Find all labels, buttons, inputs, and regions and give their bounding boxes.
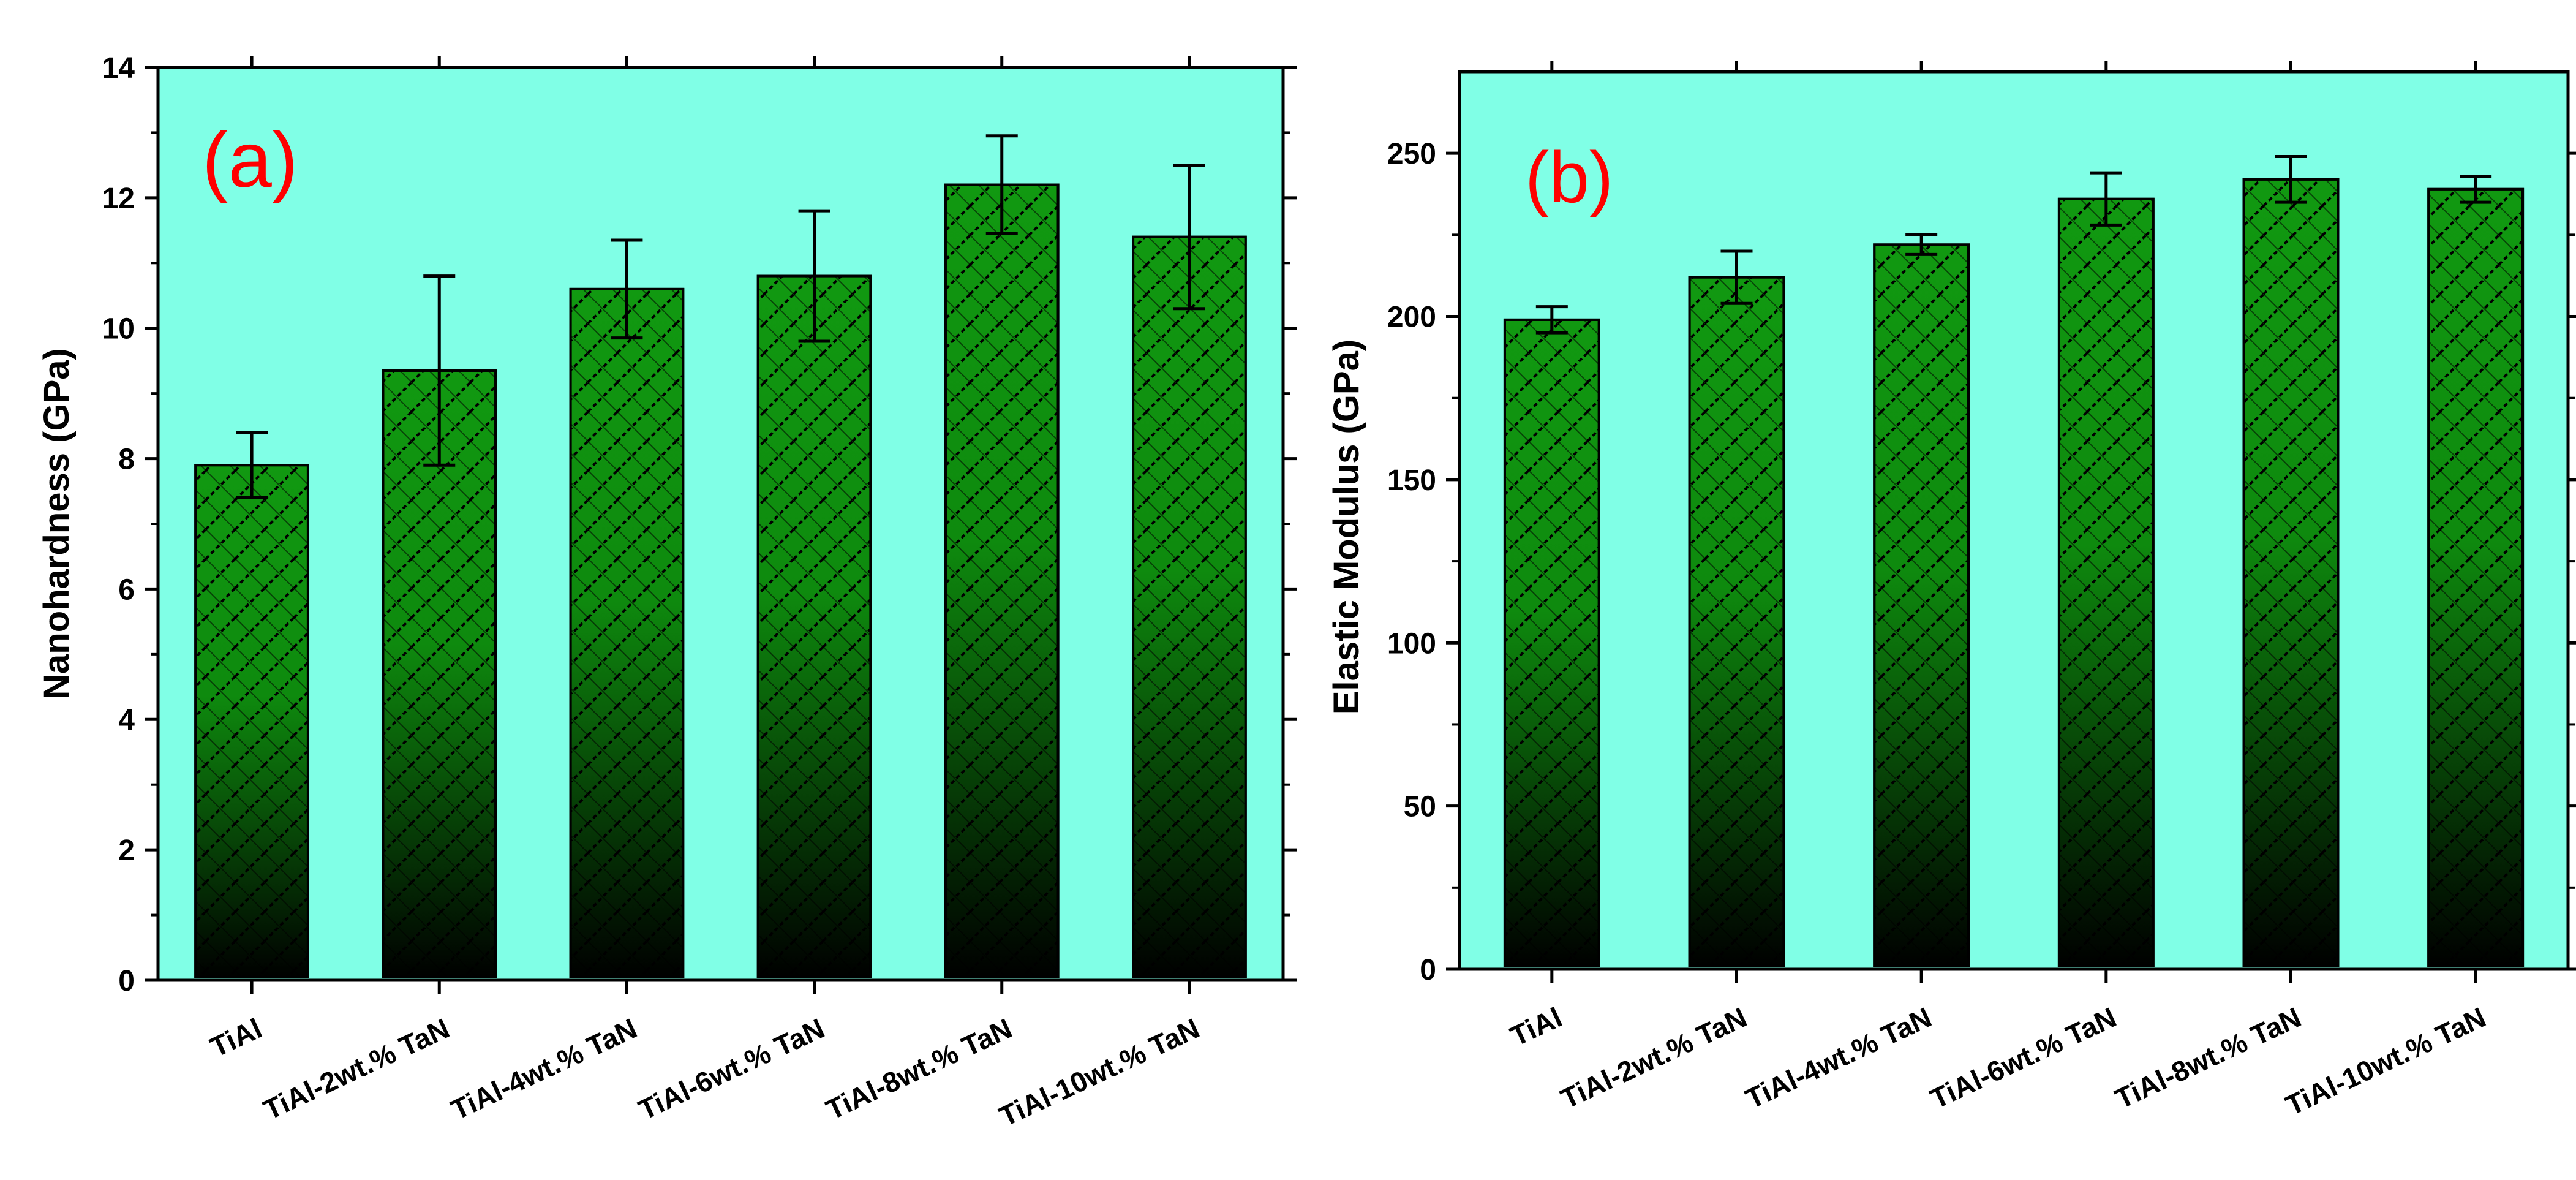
x-tick-label-a-4: TiAl-8wt.% TaN (821, 1012, 1017, 1126)
y-tick-label-b-0: 0 (1420, 954, 1436, 986)
x-tick-label-a-5: TiAl-10wt.% TaN (995, 1012, 1204, 1133)
error-bar-a-4 (985, 134, 1018, 235)
bar-hatch-a-5 (1132, 235, 1247, 979)
y-tick-label-b-2: 100 (1387, 627, 1436, 660)
y-tick-label-b-3: 150 (1387, 464, 1436, 497)
y-tick-label-b-1: 50 (1404, 791, 1436, 823)
x-tick-label-b-3: TiAl-6wt.% TaN (1926, 1001, 2121, 1115)
bar-hatch-a-2 (569, 287, 685, 978)
y-tick-label-a-4: 8 (118, 444, 135, 476)
y-tick-label-a-0: 0 (118, 965, 135, 997)
error-bar-b-5 (2460, 174, 2492, 204)
errorbars-b (1535, 155, 2492, 335)
error-bar-b-0 (1535, 305, 1568, 335)
y-tick-label-b-4: 200 (1387, 301, 1436, 334)
y-tick-label-a-5: 10 (102, 313, 135, 346)
y-axis-label-b: Elastic Modulus (GPa) (1327, 339, 1366, 714)
x-tick-label-a-3: TiAl-6wt.% TaN (634, 1012, 829, 1126)
bars-b (1503, 178, 2525, 968)
y-ticks-a: 0 2 4 6 8 10 12 14 (102, 52, 1297, 997)
bar-hatch-a-0 (194, 464, 309, 978)
x-tick-label-b-1: TiAl-2wt.% TaN (1556, 1001, 1751, 1115)
y-tick-label-a-1: 2 (118, 834, 135, 867)
x-tick-label-a-2: TiAl-4wt.% TaN (446, 1012, 641, 1126)
bar-hatch-b-0 (1503, 318, 1600, 968)
y-tick-label-b-5: 250 (1387, 138, 1436, 170)
error-bar-a-3 (798, 209, 830, 343)
bar-hatch-a-3 (756, 274, 872, 979)
x-tick-label-b-0: TiAl (1505, 1001, 1567, 1052)
bar-hatch-b-4 (2242, 178, 2340, 967)
plot-area-b (1459, 72, 2568, 969)
bar-hatch-a-4 (944, 183, 1060, 979)
y-tick-label-a-7: 14 (102, 52, 135, 85)
plot-area-a (158, 67, 1283, 980)
errorbars-a (236, 134, 1205, 499)
x-tick-label-b-5: TiAl-10wt.% TaN (2281, 1001, 2490, 1122)
bar-hatch-b-3 (2057, 197, 2155, 967)
error-bar-b-2 (1905, 233, 1938, 256)
x-tick-label-a-1: TiAl-2wt.% TaN (258, 1012, 454, 1126)
bar-hatch-b-2 (1873, 243, 1970, 967)
bar-hatch-b-1 (1688, 276, 1785, 968)
y-ticks-b: 0 50 100 150 200 250 (1387, 138, 2576, 986)
y-tick-label-a-2: 4 (118, 704, 135, 736)
plot-frame-b (1458, 70, 2570, 971)
x-tick-label-b-2: TiAl-4wt.% TaN (1741, 1001, 1936, 1115)
y-axis-label-a: Nanohardness (GPa) (37, 348, 77, 700)
error-bar-a-0 (236, 431, 268, 499)
bar-hatch-b-5 (2427, 187, 2525, 967)
error-bar-b-1 (1720, 249, 1753, 305)
error-bar-a-5 (1173, 164, 1205, 311)
y-tick-label-a-6: 12 (102, 183, 135, 215)
error-bar-a-2 (611, 238, 643, 340)
y-tick-label-a-3: 6 (118, 573, 135, 606)
error-bar-a-1 (423, 274, 456, 467)
error-bar-b-3 (2090, 171, 2122, 227)
x-tick-label-a-0: TiAl (205, 1012, 266, 1063)
panel-label-b: (b) (1525, 137, 1613, 218)
bar-hatch-a-1 (382, 369, 497, 978)
x-tick-label-b-4: TiAl-8wt.% TaN (2110, 1001, 2305, 1115)
error-bar-b-4 (2275, 155, 2307, 204)
panel-label-a: (a) (202, 116, 298, 204)
bars-a (194, 183, 1247, 979)
